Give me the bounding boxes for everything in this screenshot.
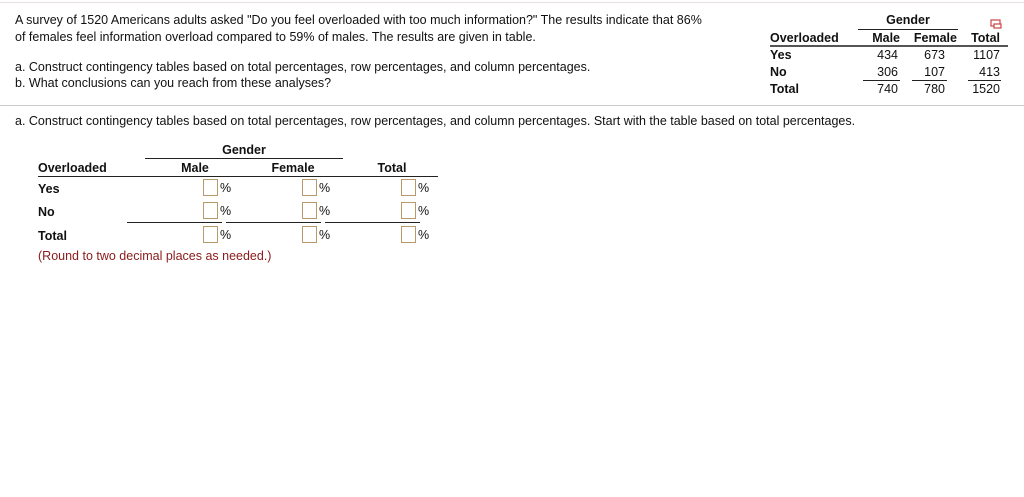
problem-text-line1: A survey of 1520 Americans adults asked … (15, 13, 702, 27)
problem-text-line2: of females feel information overload com… (15, 30, 536, 44)
part-a-text: a. Construct contingency tables based on… (15, 60, 591, 74)
popout-icon[interactable] (990, 18, 1002, 33)
input-total-male[interactable] (203, 226, 218, 243)
input-yes-female[interactable] (302, 179, 317, 196)
cell: 434 (877, 48, 898, 62)
cell: 413 (979, 65, 1000, 79)
input-no-female[interactable] (302, 202, 317, 219)
cell: 306 (877, 65, 898, 79)
overloaded-header: Overloaded (770, 31, 839, 45)
percent-unit: % (418, 181, 430, 195)
input-total-female[interactable] (302, 226, 317, 243)
part-b-text: b. What conclusions can you reach from t… (15, 76, 332, 90)
percent-unit: % (319, 204, 331, 218)
row-no-label: No (38, 205, 55, 219)
overloaded-header: Overloaded (38, 161, 107, 175)
cell: 673 (924, 48, 945, 62)
col-male: Male (872, 31, 900, 45)
input-total-total[interactable] (401, 226, 416, 243)
col-female: Female (913, 31, 957, 45)
percent-unit: % (319, 181, 331, 195)
cell: 780 (924, 82, 945, 96)
cell: 107 (924, 65, 945, 79)
cell: 1107 (973, 48, 1000, 62)
percent-unit: % (319, 228, 331, 242)
col-female: Female (271, 161, 315, 175)
row-no-label: No (770, 65, 787, 79)
percent-unit: % (418, 228, 430, 242)
input-yes-total[interactable] (401, 179, 416, 196)
gender-header: Gender (886, 13, 930, 27)
input-yes-male[interactable] (203, 179, 218, 196)
input-no-total[interactable] (401, 202, 416, 219)
col-male: Male (181, 161, 209, 175)
row-total-label: Total (770, 82, 799, 96)
input-no-male[interactable] (203, 202, 218, 219)
col-total: Total (971, 31, 1000, 45)
percent-unit: % (220, 228, 232, 242)
percent-unit: % (220, 204, 232, 218)
gender-header: Gender (222, 143, 266, 157)
cell: 740 (877, 82, 898, 96)
percent-unit: % (418, 204, 430, 218)
question-instruction: a. Construct contingency tables based on… (15, 114, 856, 128)
percent-unit: % (220, 181, 232, 195)
rounding-note: (Round to two decimal places as needed.) (38, 249, 272, 263)
row-yes-label: Yes (38, 182, 60, 196)
cell: 1520 (972, 82, 1000, 96)
col-total: Total (377, 161, 407, 175)
row-total-label: Total (38, 229, 67, 243)
row-yes-label: Yes (770, 48, 792, 62)
